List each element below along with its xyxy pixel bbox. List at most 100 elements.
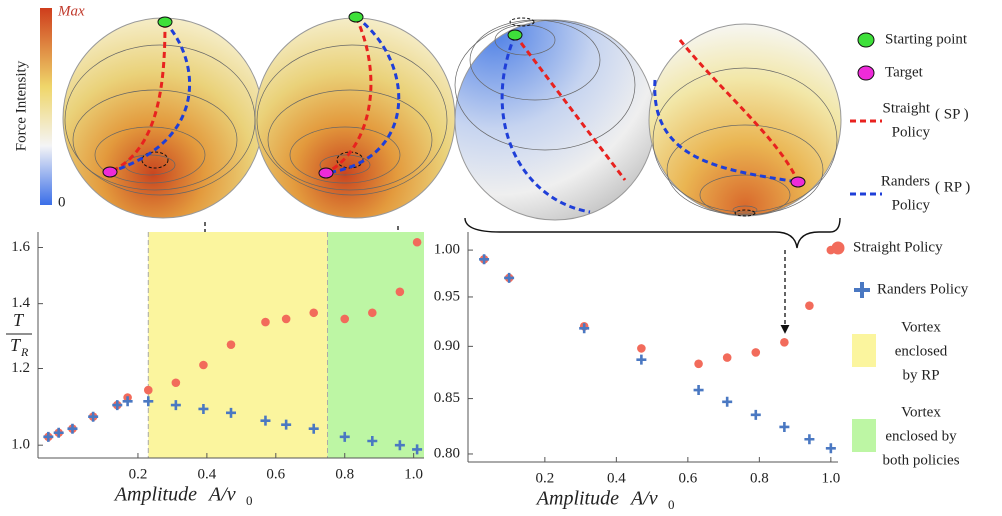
legend-label: Straight <box>883 100 931 116</box>
x-axis-label: Amplitude <box>535 488 619 510</box>
point <box>637 344 646 353</box>
point <box>825 443 836 454</box>
y-tick-label: 1.2 <box>11 360 30 376</box>
y-tick-label: 0.80 <box>434 445 460 461</box>
x-tick-label: 1.0 <box>821 470 840 486</box>
x-tick-label: 0.4 <box>607 470 626 486</box>
legend-label: by RP <box>902 367 939 383</box>
colorbar <box>40 8 52 205</box>
y-tick-label: 1.00 <box>434 242 460 258</box>
point <box>479 254 490 265</box>
legend-label: Policy <box>892 197 931 213</box>
legend-label: enclosed <box>895 343 948 359</box>
legend-marker <box>854 282 870 298</box>
point <box>281 314 291 324</box>
legend-label: Target <box>885 64 924 80</box>
point <box>780 338 789 347</box>
point <box>750 409 761 420</box>
legend-abbr: ( RP ) <box>935 179 970 195</box>
point <box>412 237 422 247</box>
legend-label: Randers <box>881 173 930 189</box>
shaded-region <box>327 232 424 458</box>
point <box>636 354 647 365</box>
point <box>693 385 704 396</box>
point <box>198 403 209 414</box>
point <box>88 411 99 422</box>
point <box>339 431 350 442</box>
colorbar-min: 0 <box>58 194 66 210</box>
point <box>112 400 123 411</box>
point <box>779 421 790 432</box>
point <box>122 396 133 407</box>
legend-label: Policy <box>892 124 931 140</box>
point <box>226 340 236 349</box>
x-axis-label: 0 <box>246 493 253 508</box>
point <box>171 378 181 388</box>
point <box>412 444 423 455</box>
x-tick-label: 0.8 <box>335 466 354 482</box>
point <box>281 419 292 430</box>
legend-marker <box>857 32 875 48</box>
point <box>170 400 181 411</box>
point <box>308 423 319 434</box>
point <box>722 396 733 407</box>
point <box>367 436 378 447</box>
point <box>340 314 350 324</box>
y-tick-label: 0.85 <box>434 390 460 406</box>
point <box>368 308 377 318</box>
legend-label: enclosed by <box>885 428 957 444</box>
y-axis-label: T <box>10 335 22 355</box>
legend-abbr: ( SP ) <box>935 106 969 122</box>
x-tick-label: 0.6 <box>678 470 697 486</box>
legend-marker <box>857 65 875 81</box>
point <box>804 434 815 445</box>
point <box>143 385 153 395</box>
point <box>67 423 78 434</box>
x-tick-label: 0.2 <box>535 470 554 486</box>
y-axis-label: R <box>20 345 29 359</box>
point <box>261 317 270 327</box>
x-axis-label: 0 <box>668 497 675 512</box>
legend-swatch <box>852 419 876 452</box>
point <box>309 308 319 318</box>
x-tick-label: 0.6 <box>266 466 285 482</box>
point <box>199 360 208 370</box>
shaded-region <box>148 232 328 458</box>
x-tick-label: 0.8 <box>750 470 769 486</box>
point <box>504 272 515 283</box>
point <box>260 415 271 426</box>
point <box>395 287 405 297</box>
colorbar-title: Force Intensity <box>13 60 29 151</box>
point <box>394 440 405 451</box>
legend-swatch <box>852 334 876 367</box>
x-tick-label: 0.2 <box>129 466 148 482</box>
sphere-illustrations <box>62 11 842 357</box>
x-axis-label: A/v <box>629 488 658 510</box>
x-tick-label: 0.4 <box>198 466 217 482</box>
colorbar-max: Max <box>57 3 85 19</box>
y-tick-label: 0.95 <box>434 288 460 304</box>
point <box>805 301 814 310</box>
legend-label: Vortex <box>901 404 941 420</box>
point <box>722 353 732 362</box>
y-tick-label: 1.4 <box>11 295 30 311</box>
y-tick-label: 1.0 <box>11 437 30 453</box>
y-axis-label: T <box>13 310 25 330</box>
point <box>143 396 154 407</box>
x-tick-label: 1.0 <box>404 466 423 482</box>
legend-label: Randers Policy <box>877 281 969 297</box>
x-axis-label: Amplitude <box>113 484 197 506</box>
point <box>751 348 761 357</box>
legend-marker <box>831 241 845 255</box>
legend-label: Vortex <box>901 319 941 335</box>
legend-label: Straight Policy <box>853 239 943 255</box>
point <box>694 359 703 369</box>
legend-label: both policies <box>882 452 959 468</box>
point <box>43 431 54 442</box>
legend-label: Starting point <box>885 31 968 47</box>
x-axis-label: A/v <box>207 484 236 506</box>
y-tick-label: 1.6 <box>11 239 30 255</box>
point <box>226 407 236 418</box>
point <box>579 323 590 334</box>
